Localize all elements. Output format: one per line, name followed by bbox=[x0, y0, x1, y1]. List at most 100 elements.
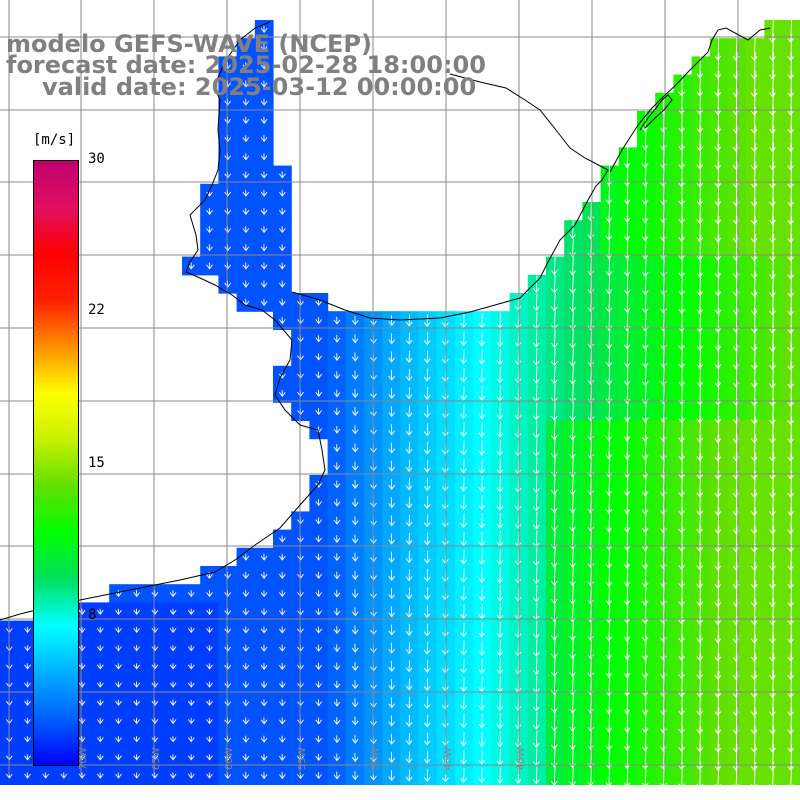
wind-arrow bbox=[260, 662, 268, 670]
wind-arrow bbox=[187, 754, 195, 761]
wind-arrow bbox=[260, 226, 268, 234]
wind-arrow bbox=[769, 197, 776, 225]
wind-arrow bbox=[787, 88, 795, 116]
wind-arrow bbox=[623, 199, 631, 223]
wind-arrow bbox=[750, 161, 758, 189]
wind-speed-cell bbox=[746, 638, 765, 658]
wind-arrow bbox=[388, 679, 396, 691]
wind-arrow bbox=[206, 262, 213, 270]
wind-arrow bbox=[787, 270, 795, 298]
wind-speed-cell bbox=[473, 693, 492, 713]
wind-arrow bbox=[569, 437, 576, 459]
wind-arrow bbox=[587, 727, 595, 751]
wind-speed-cell bbox=[746, 547, 765, 567]
wind-arrow bbox=[623, 417, 631, 442]
wind-speed-cell bbox=[728, 529, 747, 549]
wind-arrow bbox=[242, 262, 250, 270]
wind-arrow bbox=[623, 618, 631, 642]
wind-arrow bbox=[351, 461, 359, 471]
wind-arrow bbox=[769, 33, 776, 62]
wind-speed-cell bbox=[546, 384, 565, 403]
wind-arrow bbox=[550, 746, 558, 768]
wind-arrow bbox=[696, 198, 704, 225]
wind-arrow bbox=[714, 290, 722, 315]
wind-arrow bbox=[115, 626, 122, 634]
wind-arrow bbox=[333, 353, 341, 361]
wind-speed-cell bbox=[673, 711, 693, 731]
wind-speed-cell bbox=[564, 511, 583, 531]
wind-arrow bbox=[569, 274, 576, 294]
wind-arrow bbox=[769, 252, 776, 280]
wind-speed-cell bbox=[546, 511, 565, 531]
wind-speed-cell bbox=[637, 238, 656, 258]
wind-arrow bbox=[587, 201, 595, 222]
lagoon-outline bbox=[639, 94, 673, 131]
wind-arrow bbox=[696, 52, 704, 79]
wind-arrow bbox=[388, 478, 396, 490]
wind-speed-cell bbox=[600, 584, 620, 603]
wind-speed-cell bbox=[691, 602, 711, 622]
wind-arrow bbox=[641, 181, 649, 205]
wind-speed-cell bbox=[691, 693, 711, 713]
wind-arrow bbox=[551, 365, 558, 385]
wind-arrow bbox=[641, 217, 649, 242]
wind-speed-cell bbox=[764, 693, 784, 713]
wind-arrow bbox=[550, 692, 558, 714]
wind-arrow bbox=[242, 717, 250, 725]
wind-speed-cell bbox=[473, 347, 492, 367]
wind-arrow bbox=[623, 328, 631, 350]
wind-arrow bbox=[550, 619, 558, 641]
wind-arrow bbox=[532, 275, 540, 293]
wind-speed-cell bbox=[764, 38, 784, 57]
wind-speed-cell bbox=[564, 220, 583, 239]
wind-arrow bbox=[496, 658, 504, 675]
wind-speed-cell bbox=[637, 475, 656, 494]
wind-speed-cell bbox=[764, 547, 784, 567]
wind-speed-cell bbox=[491, 384, 511, 403]
wind-speed-cell bbox=[637, 620, 656, 640]
wind-speed-cell bbox=[764, 56, 784, 76]
wind-arrow bbox=[678, 471, 685, 498]
wind-arrow bbox=[388, 369, 396, 381]
wind-arrow bbox=[641, 617, 649, 643]
wind-arrow bbox=[714, 107, 722, 134]
wind-arrow bbox=[187, 608, 195, 615]
wind-arrow bbox=[696, 525, 704, 553]
wind-arrow bbox=[278, 626, 286, 634]
wind-arrow bbox=[496, 731, 504, 748]
wind-speed-cell bbox=[618, 384, 638, 403]
wind-arrow bbox=[678, 327, 686, 351]
wind-speed-cell bbox=[673, 256, 693, 276]
wind-speed-cell bbox=[600, 329, 620, 349]
wind-speed-cell bbox=[546, 602, 565, 622]
wind-speed-cell bbox=[691, 56, 711, 76]
wind-speed-cell bbox=[764, 311, 784, 330]
wind-arrow bbox=[151, 717, 159, 725]
wind-speed-cell bbox=[709, 165, 729, 185]
wind-speed-cell bbox=[491, 547, 511, 567]
wind-arrow bbox=[605, 418, 613, 442]
wind-speed-cell bbox=[455, 693, 474, 713]
wind-arrow bbox=[714, 525, 722, 553]
wind-arrow bbox=[587, 764, 595, 787]
wind-arrow bbox=[24, 681, 31, 688]
wind-arrow bbox=[388, 660, 396, 672]
wind-arrow bbox=[787, 325, 795, 353]
wind-speed-cell bbox=[418, 493, 438, 512]
wind-speed-cell bbox=[418, 511, 438, 531]
wind-arrow bbox=[224, 262, 232, 270]
wind-arrow bbox=[678, 290, 686, 314]
wind-arrow bbox=[587, 582, 595, 605]
wind-arrow bbox=[496, 348, 504, 366]
wind-arrow bbox=[532, 657, 540, 676]
wind-speed-cell bbox=[673, 729, 693, 749]
wind-arrow bbox=[641, 708, 649, 734]
wind-arrow bbox=[750, 525, 758, 553]
wind-arrow bbox=[96, 717, 104, 725]
wind-speed-cell bbox=[764, 402, 784, 421]
wind-speed-cell bbox=[564, 384, 583, 403]
wind-speed-cell bbox=[473, 584, 492, 603]
wind-speed-cell bbox=[618, 675, 638, 694]
wind-speed-cell bbox=[491, 693, 511, 713]
wind-arrow bbox=[605, 491, 613, 515]
